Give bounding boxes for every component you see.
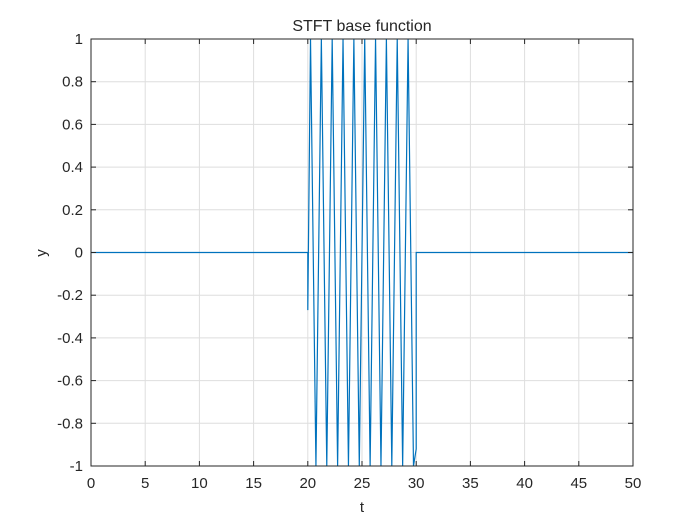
x-tick-label: 25: [354, 475, 371, 492]
x-tick-label: 50: [625, 475, 642, 492]
x-tick-label: 0: [87, 475, 95, 492]
series-line: [91, 39, 633, 466]
chart-title: STFT base function: [292, 18, 431, 35]
x-tick-label: 40: [516, 475, 533, 492]
data-series: [91, 39, 633, 466]
y-tick-label: -0.6: [57, 373, 83, 390]
y-tick-label: 0.6: [62, 116, 83, 133]
y-tick-label: 0.2: [62, 202, 83, 219]
x-tick-label: 5: [141, 475, 149, 492]
x-tick-label: 10: [191, 475, 208, 492]
y-axis-label: y: [33, 249, 50, 257]
x-tick-label: 45: [570, 475, 587, 492]
y-tick-label: 0.4: [62, 159, 83, 176]
y-tick-label: 0: [75, 245, 83, 262]
y-tick-label: 0.8: [62, 74, 83, 91]
y-tick-label: -0.8: [57, 415, 83, 432]
x-tick-label: 35: [462, 475, 479, 492]
x-tick-label: 20: [299, 475, 316, 492]
x-tick-label: 15: [245, 475, 262, 492]
y-tick-label: -0.2: [57, 287, 83, 304]
axis-ticks: 0 5 10 15 20 25 30 35 40 45 50 -1 -0.8 -0.6 -0.4 -0.2 0 0…: [57, 31, 641, 492]
y-tick-label: 1: [75, 31, 83, 48]
y-tick-label: -0.4: [57, 330, 83, 347]
x-tick-label: 30: [408, 475, 425, 492]
y-tick-label: -1: [70, 458, 83, 475]
x-axis-label: t: [360, 499, 365, 516]
